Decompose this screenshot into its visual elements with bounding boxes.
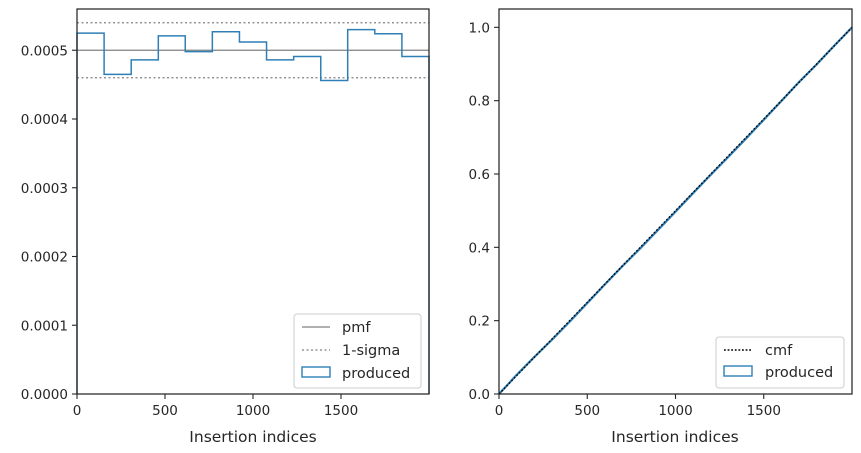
right-x-tick-label: 1500 — [747, 403, 781, 419]
left-legend-box — [293, 313, 422, 389]
left-y-tick-label: 0.0002 — [21, 250, 68, 266]
right-x-tick-label: 500 — [574, 403, 600, 419]
produced-step-histogram — [76, 28, 430, 394]
left-y-tick-label: 0.0005 — [21, 43, 68, 59]
right-x-tick-label: 1000 — [658, 403, 692, 419]
left-x-tick-label: 500 — [152, 403, 178, 419]
left-x-tick-label: 0 — [73, 403, 82, 419]
legend-produced-label-right: produced — [765, 365, 833, 381]
legend-produced-swatch-right — [723, 365, 753, 377]
left-y-tick-label: 0.0000 — [21, 387, 68, 403]
left-y-tick-label: 0.0003 — [21, 181, 68, 197]
right-y-tick-label: 0.0 — [469, 387, 490, 403]
legend-produced-label: produced — [342, 366, 410, 382]
left-chart: 0 500 1000 1500 0.00000.00010.00020.00030.0… — [21, 8, 430, 446]
legend-sigma-label: 1-sigma — [342, 343, 400, 359]
right-y-ticks: 0.0 0.2 0.4 0.6 0.8 1.0 — [469, 20, 499, 403]
left-y-tick-label: 0.0004 — [21, 112, 68, 128]
right-y-tick-label: 0.4 — [469, 240, 490, 256]
right-legend: cmf produced — [715, 336, 845, 389]
right-y-tick-label: 0.6 — [469, 167, 490, 183]
right-y-tick-label: 0.2 — [469, 314, 490, 330]
left-x-axis-label: Insertion indices — [189, 428, 316, 446]
legend-pmf-label: pmf — [342, 320, 371, 336]
left-y-ticks: 0.0000 0.0001 0.0002 0.0003 0.0004 0.0005 — [21, 43, 77, 403]
right-y-tick-label: 0.8 — [469, 94, 490, 110]
left-x-ticks: 0 500 1000 1500 — [73, 394, 358, 419]
legend-produced-swatch — [301, 366, 331, 378]
left-x-tick-label: 1500 — [324, 403, 358, 419]
right-plot-lines — [498, 26, 853, 395]
right-x-axis-label: Insertion indices — [611, 428, 738, 446]
right-y-tick-label: 1.0 — [469, 20, 490, 36]
right-chart: 0 500 1000 1500 0.0 0.2 0.4 0.6 0.8 1.0 Insertio… — [469, 8, 853, 446]
left-y-tick-label: 0.0001 — [21, 318, 68, 334]
right-x-ticks: 0 500 1000 1500 — [495, 394, 781, 419]
left-x-tick-label: 1000 — [236, 403, 270, 419]
right-x-tick-label: 0 — [495, 403, 504, 419]
legend-cmf-label: cmf — [765, 343, 793, 359]
right-axes-frame — [498, 8, 853, 395]
left-plot-lines — [76, 22, 430, 394]
right-legend-box — [715, 336, 845, 389]
left-legend: pmf 1-sigma produced — [293, 313, 422, 389]
